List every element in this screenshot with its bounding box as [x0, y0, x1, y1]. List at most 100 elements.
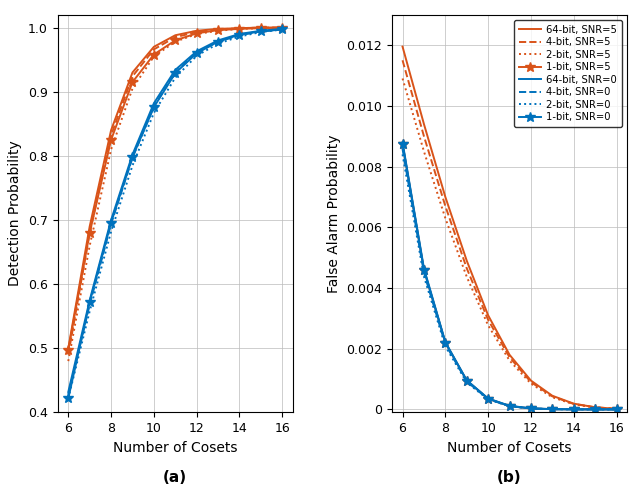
4-bit, SNR=5	[570, 401, 577, 407]
2-bit, SNR=0	[484, 396, 492, 402]
64-bit, SNR=0	[463, 377, 470, 383]
Line: 2-bit, SNR=5: 2-bit, SNR=5	[403, 79, 616, 409]
64-bit, SNR=5	[548, 393, 556, 399]
4-bit, SNR=0	[463, 379, 470, 384]
2-bit, SNR=0	[420, 273, 428, 279]
2-bit, SNR=0	[442, 343, 449, 349]
2-bit, SNR=5	[463, 274, 470, 280]
64-bit, SNR=5	[442, 194, 449, 200]
Line: 4-bit, SNR=5: 4-bit, SNR=5	[403, 60, 616, 409]
1-bit, SNR=5	[420, 267, 428, 273]
1-bit, SNR=5	[591, 407, 599, 412]
2-bit, SNR=5	[506, 357, 513, 363]
2-bit, SNR=5	[484, 323, 492, 328]
X-axis label: Number of Cosets: Number of Cosets	[113, 441, 237, 455]
1-bit, SNR=5	[548, 406, 556, 412]
4-bit, SNR=0	[548, 406, 556, 412]
64-bit, SNR=0	[612, 407, 620, 412]
2-bit, SNR=5	[527, 381, 535, 386]
Y-axis label: False Alarm Probability: False Alarm Probability	[326, 135, 340, 293]
64-bit, SNR=0	[591, 407, 599, 412]
64-bit, SNR=5	[612, 406, 620, 412]
4-bit, SNR=5	[506, 354, 513, 360]
2-bit, SNR=0	[506, 403, 513, 409]
2-bit, SNR=0	[570, 407, 577, 412]
1-bit, SNR=0	[442, 340, 449, 346]
1-bit, SNR=5	[442, 340, 449, 346]
4-bit, SNR=5	[399, 57, 406, 63]
64-bit, SNR=5	[506, 352, 513, 358]
64-bit, SNR=0	[399, 139, 406, 145]
64-bit, SNR=0	[420, 265, 428, 271]
4-bit, SNR=5	[463, 265, 470, 271]
Line: 1-bit, SNR=0: 1-bit, SNR=0	[397, 139, 621, 414]
4-bit, SNR=0	[527, 406, 535, 411]
2-bit, SNR=5	[591, 405, 599, 410]
X-axis label: Number of Cosets: Number of Cosets	[447, 441, 572, 455]
4-bit, SNR=5	[527, 379, 535, 385]
1-bit, SNR=5	[463, 378, 470, 383]
4-bit, SNR=0	[570, 407, 577, 412]
1-bit, SNR=0	[548, 406, 556, 412]
64-bit, SNR=5	[420, 121, 428, 127]
1-bit, SNR=0	[506, 403, 513, 409]
64-bit, SNR=5	[570, 401, 577, 407]
4-bit, SNR=5	[420, 133, 428, 139]
64-bit, SNR=5	[463, 258, 470, 264]
4-bit, SNR=5	[612, 406, 620, 412]
1-bit, SNR=0	[527, 406, 535, 411]
64-bit, SNR=0	[548, 406, 556, 412]
64-bit, SNR=5	[591, 404, 599, 410]
1-bit, SNR=0	[591, 407, 599, 412]
4-bit, SNR=0	[442, 341, 449, 347]
1-bit, SNR=0	[570, 407, 577, 412]
1-bit, SNR=5	[399, 141, 406, 147]
Text: (b): (b)	[497, 470, 522, 485]
1-bit, SNR=0	[484, 396, 492, 402]
64-bit, SNR=0	[484, 396, 492, 402]
2-bit, SNR=5	[570, 401, 577, 407]
2-bit, SNR=0	[399, 151, 406, 157]
Y-axis label: Detection Probability: Detection Probability	[8, 141, 22, 286]
2-bit, SNR=5	[548, 394, 556, 400]
2-bit, SNR=0	[548, 406, 556, 412]
2-bit, SNR=0	[612, 407, 620, 412]
1-bit, SNR=5	[570, 407, 577, 412]
1-bit, SNR=5	[612, 407, 620, 412]
1-bit, SNR=0	[399, 141, 406, 147]
4-bit, SNR=0	[399, 146, 406, 152]
Text: (a): (a)	[163, 470, 188, 485]
4-bit, SNR=0	[591, 407, 599, 412]
64-bit, SNR=0	[527, 406, 535, 411]
64-bit, SNR=5	[399, 44, 406, 50]
64-bit, SNR=5	[484, 312, 492, 318]
64-bit, SNR=0	[570, 407, 577, 412]
2-bit, SNR=0	[591, 407, 599, 412]
2-bit, SNR=0	[527, 406, 535, 411]
4-bit, SNR=0	[420, 270, 428, 276]
Line: 4-bit, SNR=0: 4-bit, SNR=0	[403, 149, 616, 409]
64-bit, SNR=0	[442, 339, 449, 345]
1-bit, SNR=5	[484, 396, 492, 402]
4-bit, SNR=5	[442, 203, 449, 209]
4-bit, SNR=0	[612, 407, 620, 412]
4-bit, SNR=5	[484, 317, 492, 323]
1-bit, SNR=0	[612, 407, 620, 412]
2-bit, SNR=5	[442, 215, 449, 221]
Line: 2-bit, SNR=0: 2-bit, SNR=0	[403, 154, 616, 409]
4-bit, SNR=0	[484, 396, 492, 402]
1-bit, SNR=0	[463, 378, 470, 383]
4-bit, SNR=5	[591, 404, 599, 410]
64-bit, SNR=5	[527, 378, 535, 383]
1-bit, SNR=0	[420, 267, 428, 273]
2-bit, SNR=5	[420, 148, 428, 154]
2-bit, SNR=5	[399, 76, 406, 82]
Line: 64-bit, SNR=0: 64-bit, SNR=0	[403, 142, 616, 409]
2-bit, SNR=0	[463, 380, 470, 385]
4-bit, SNR=0	[506, 403, 513, 409]
4-bit, SNR=5	[548, 393, 556, 399]
1-bit, SNR=5	[527, 406, 535, 411]
Legend: 64-bit, SNR=5, 4-bit, SNR=5, 2-bit, SNR=5, 1-bit, SNR=5, 64-bit, SNR=0, 4-bit, S: 64-bit, SNR=5, 4-bit, SNR=5, 2-bit, SNR=…	[515, 20, 622, 127]
64-bit, SNR=0	[506, 403, 513, 409]
Line: 64-bit, SNR=5: 64-bit, SNR=5	[403, 47, 616, 409]
